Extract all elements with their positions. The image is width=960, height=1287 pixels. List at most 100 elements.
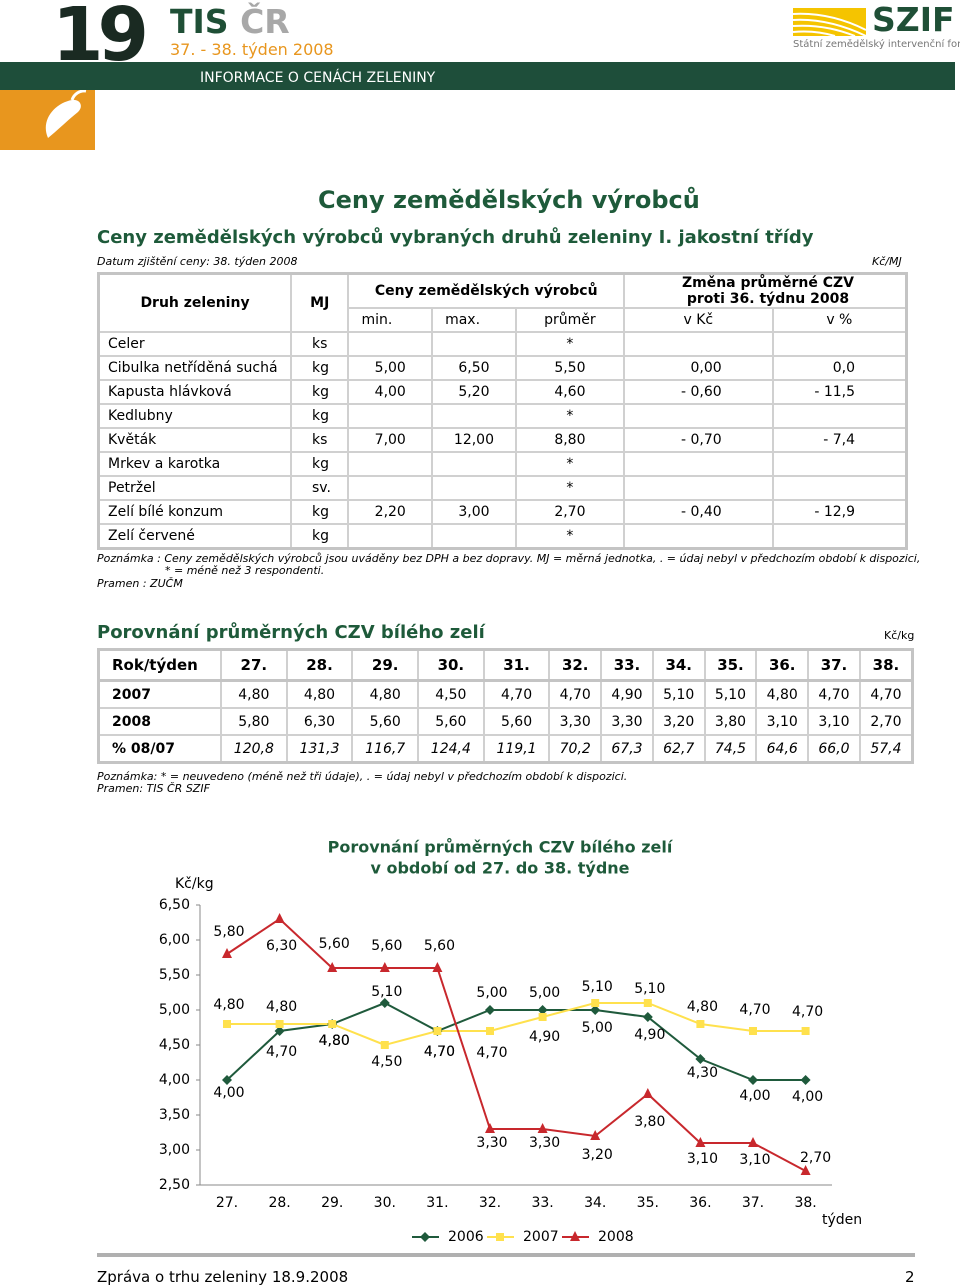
table-cell: v Kč (622, 307, 774, 333)
data-label: 4,00 (792, 1089, 823, 1105)
table-cell: 36. (755, 648, 810, 682)
table-row: 2008 5,80 6,30 5,60 5,60 5,60 3,30 3,30 3,20 3,80… (97, 707, 914, 736)
table-cell: Kedlubny (97, 403, 293, 429)
table-cell: - 0,70 (622, 427, 774, 453)
data-label: 3,30 (476, 1135, 507, 1151)
table-cell: % 08/07 (97, 734, 222, 764)
brand-sub: ČR (240, 2, 290, 41)
marker (379, 998, 390, 1008)
table-cell (622, 331, 774, 357)
table-cell: 31. (482, 648, 551, 682)
table-cell: kg (290, 379, 350, 405)
y-axis-label: Kč/kg (175, 876, 214, 892)
note: * = méně než 3 respondenti. (165, 564, 325, 577)
table-cell: Petržel (97, 475, 293, 501)
price-table: Druh zeleniny MJ Ceny zemědělských výrobců… (97, 272, 908, 550)
table-cell: 116,7 (351, 734, 420, 764)
data-label: 5,00 (529, 985, 560, 1001)
data-label: 4,80 (687, 999, 718, 1015)
x-tick-label: 36. (689, 1195, 711, 1211)
marker (590, 1130, 601, 1140)
marker (274, 913, 285, 923)
table-cell: 29. (351, 648, 420, 682)
data-label: 4,70 (266, 1044, 297, 1060)
table-cell (347, 523, 434, 550)
header-row: Rok/týden 27. 28. 29. 30. 31. 32. 33. 34. 35. 36. 3… (97, 648, 914, 682)
table-cell: * (514, 451, 625, 477)
x-axis-label: týden (822, 1212, 862, 1228)
table-cell: 5,60 (351, 707, 420, 736)
table-cell: 4,00 (347, 379, 434, 405)
table-cell (622, 403, 774, 429)
table-cell: Květák (97, 427, 293, 453)
table-cell: 32. (548, 648, 603, 682)
x-tick-label: 27. (216, 1195, 238, 1211)
data-label: 5,60 (319, 936, 350, 952)
marker (801, 1027, 810, 1035)
header-row: Druh zeleniny MJ Ceny zemědělských výrobců… (97, 272, 908, 333)
table-row: Mrkev a karotka kg * (97, 451, 908, 477)
table-cell: 28. (285, 648, 354, 682)
table-cell: 4,70 (548, 679, 603, 709)
data-label: 3,20 (582, 1147, 613, 1163)
table-cell: 4,70 (482, 679, 551, 709)
date: Datum zjištění ceny: 38. týden 2008 (97, 255, 298, 268)
legend-marker (420, 1232, 430, 1242)
table-cell (347, 475, 434, 501)
x-tick-label: 31. (426, 1195, 448, 1211)
table-row: Celer ks * (97, 331, 908, 357)
issue-number: 19 (52, 0, 149, 78)
table-cell: 119,1 (482, 734, 551, 764)
table-cell: 3,20 (651, 707, 706, 736)
table-cell: 4,80 (220, 679, 288, 709)
table-cell: ks (290, 331, 350, 357)
marker (696, 1020, 705, 1028)
table-cell: 4,80 (351, 679, 420, 709)
section-title: Porovnání průměrných CZV bílého zelí (97, 622, 485, 643)
series-line (227, 1002, 806, 1047)
table-cell: ks (290, 427, 350, 453)
table-cell: 2,70 (858, 707, 914, 736)
marker (748, 1137, 758, 1147)
marker (749, 1027, 757, 1035)
y-tick-label: 4,00 (159, 1072, 190, 1088)
x-tick-label: 32. (479, 1195, 501, 1211)
x-tick-label: 35. (637, 1195, 659, 1211)
data-label: 4,70 (424, 1044, 455, 1060)
table-cell: * (514, 523, 625, 550)
marker (642, 1088, 653, 1098)
table-cell: 57,4 (858, 734, 914, 764)
table-cell (622, 451, 774, 477)
table-cell: 64,6 (755, 734, 810, 764)
table-cell: 5,00 (347, 355, 434, 381)
data-label: 4,00 (213, 1085, 244, 1101)
table-cell: 5,60 (417, 707, 485, 736)
marker (274, 1026, 285, 1036)
table-cell: MJ (290, 272, 350, 333)
table-cell: 30. (417, 648, 485, 682)
x-tick-label: 38. (794, 1195, 816, 1211)
table-cell: - 0,40 (622, 499, 774, 525)
section-title: Ceny zemědělských výrobců vybraných druh… (97, 227, 814, 248)
table-cell: 7,00 (347, 427, 434, 453)
data-label: 5,60 (424, 938, 455, 954)
data-label: 5,10 (634, 981, 665, 997)
table-cell: Celer (97, 331, 293, 357)
marker (328, 1020, 337, 1028)
y-tick-label: 4,50 (159, 1037, 190, 1053)
table-cell: 0,0 (771, 355, 908, 381)
table-cell (431, 331, 517, 357)
data-label: 4,80 (319, 1033, 350, 1049)
table-cell (622, 523, 774, 550)
table-cell: 70,2 (548, 734, 603, 764)
table-cell: 5,20 (431, 379, 517, 405)
y-tick-label: 5,50 (159, 967, 190, 983)
table-cell: 3,30 (600, 707, 654, 736)
table-cell: 5,10 (651, 679, 706, 709)
table-cell: 4,90 (600, 679, 654, 709)
y-tick-label: 3,00 (159, 1142, 190, 1158)
table-row: Zelí červené kg * (97, 523, 908, 550)
data-label: 4,90 (634, 1027, 665, 1043)
table-cell: 131,3 (285, 734, 354, 764)
x-tick-label: 34. (584, 1195, 606, 1211)
